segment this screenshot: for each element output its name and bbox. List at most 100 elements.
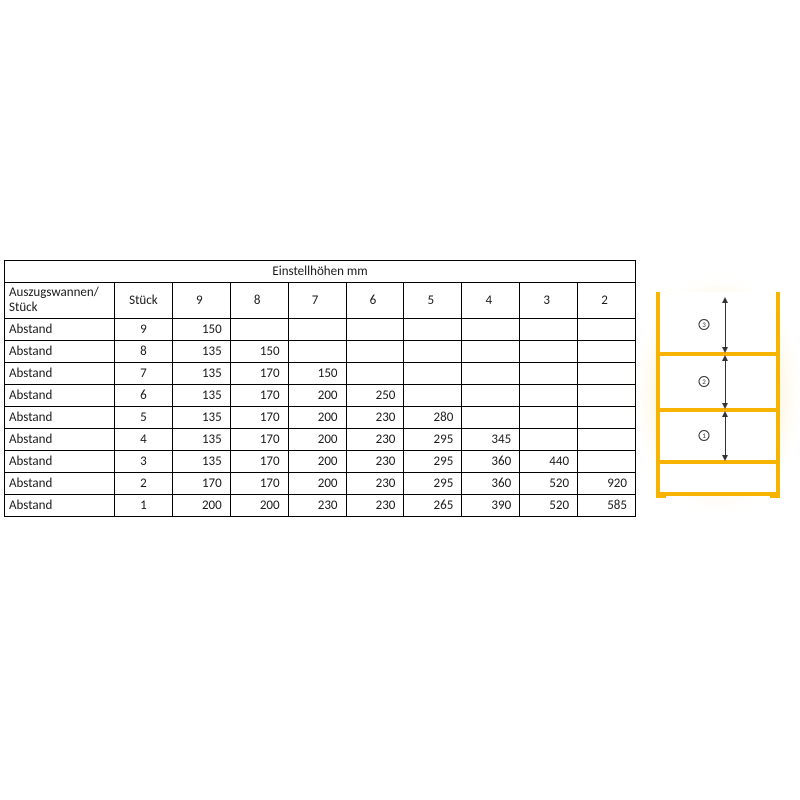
cell-value: 360 — [462, 473, 520, 495]
cell-value: 135 — [172, 385, 230, 407]
cabinet-foot-left — [656, 492, 666, 498]
cell-value: 295 — [404, 429, 462, 451]
cabinet-diagram: 321 — [648, 290, 788, 498]
cell-value: 135 — [172, 451, 230, 473]
cell-value: 265 — [404, 495, 462, 517]
cell-label: Abstand — [5, 473, 115, 495]
cell-label: Abstand — [5, 319, 115, 341]
cell-value — [288, 319, 346, 341]
cell-value: 585 — [578, 495, 636, 517]
cell-stuck: 4 — [114, 429, 172, 451]
cell-value: 150 — [230, 341, 288, 363]
hdr-rowlabel: Auszugswannen/ Stück — [5, 283, 115, 319]
cell-label: Abstand — [5, 341, 115, 363]
cell-value — [346, 319, 404, 341]
cell-value: 135 — [172, 341, 230, 363]
cell-value: 390 — [462, 495, 520, 517]
cell-value: 200 — [288, 385, 346, 407]
table-row: Abstand3135170200230295360440 — [5, 451, 636, 473]
cell-stuck: 2 — [114, 473, 172, 495]
cell-value: 230 — [288, 495, 346, 517]
cell-value: 150 — [172, 319, 230, 341]
cell-value: 520 — [520, 495, 578, 517]
cell-label: Abstand — [5, 407, 115, 429]
cell-stuck: 1 — [114, 495, 172, 517]
cell-value — [578, 407, 636, 429]
cell-label: Abstand — [5, 363, 115, 385]
cell-value: 295 — [404, 451, 462, 473]
cell-label: Abstand — [5, 429, 115, 451]
cell-value: 230 — [346, 407, 404, 429]
hdr-col-7: 2 — [578, 283, 636, 319]
cell-value — [404, 341, 462, 363]
table-title-row: Einstellhöhen mm — [5, 261, 636, 283]
cell-value: 170 — [230, 473, 288, 495]
hdr-stuck: Stück — [114, 283, 172, 319]
table-row: Abstand2170170200230295360520920 — [5, 473, 636, 495]
cell-value: 345 — [462, 429, 520, 451]
cell-value — [346, 341, 404, 363]
cell-value — [520, 429, 578, 451]
cell-value: 250 — [346, 385, 404, 407]
cell-value: 135 — [172, 429, 230, 451]
hdr-col-2: 7 — [288, 283, 346, 319]
cell-value: 295 — [404, 473, 462, 495]
cell-value: 200 — [288, 407, 346, 429]
cell-value — [520, 407, 578, 429]
shelf — [660, 460, 776, 464]
cell-value: 170 — [230, 385, 288, 407]
cell-value — [520, 385, 578, 407]
cell-value — [578, 341, 636, 363]
cell-value: 200 — [288, 473, 346, 495]
cell-value — [578, 363, 636, 385]
cell-value: 150 — [288, 363, 346, 385]
cell-value: 200 — [288, 429, 346, 451]
cell-label: Abstand — [5, 451, 115, 473]
cell-stuck: 6 — [114, 385, 172, 407]
cell-value: 135 — [172, 363, 230, 385]
cell-value: 170 — [172, 473, 230, 495]
table-row: Abstand5135170200230280 — [5, 407, 636, 429]
cell-stuck: 5 — [114, 407, 172, 429]
einstellhoehen-table: Einstellhöhen mm Auszugswannen/ Stück St… — [4, 260, 636, 517]
cell-value: 520 — [520, 473, 578, 495]
cell-value: 200 — [288, 451, 346, 473]
cell-value — [462, 385, 520, 407]
cell-stuck: 7 — [114, 363, 172, 385]
cell-value — [462, 407, 520, 429]
cell-value: 200 — [230, 495, 288, 517]
cell-value — [462, 319, 520, 341]
cell-stuck: 3 — [114, 451, 172, 473]
dimension-badge: 2 — [699, 376, 710, 387]
cell-value: 920 — [578, 473, 636, 495]
dimension-badge: 1 — [699, 430, 710, 441]
hdr-col-1: 8 — [230, 283, 288, 319]
cell-value — [578, 319, 636, 341]
cell-value — [462, 341, 520, 363]
cell-value: 230 — [346, 473, 404, 495]
table-header-row: Auszugswannen/ Stück Stück 9 8 7 6 5 4 3… — [5, 283, 636, 319]
table-row: Abstand8135150 — [5, 341, 636, 363]
cell-value: 360 — [462, 451, 520, 473]
cell-value: 230 — [346, 429, 404, 451]
cell-value — [404, 319, 462, 341]
cell-label: Abstand — [5, 385, 115, 407]
cell-value: 135 — [172, 407, 230, 429]
cell-value — [520, 341, 578, 363]
cell-label: Abstand — [5, 495, 115, 517]
cell-value — [462, 363, 520, 385]
cell-value: 170 — [230, 407, 288, 429]
table-row: Abstand7135170150 — [5, 363, 636, 385]
cell-value — [288, 341, 346, 363]
cell-value — [578, 451, 636, 473]
cell-value — [578, 385, 636, 407]
hdr-col-0: 9 — [172, 283, 230, 319]
cabinet-frame: 321 — [656, 292, 780, 496]
table-row: Abstand1200200230230265390520585 — [5, 495, 636, 517]
cell-value: 280 — [404, 407, 462, 429]
table-row: Abstand6135170200250 — [5, 385, 636, 407]
table-row: Abstand9150 — [5, 319, 636, 341]
cell-value: 170 — [230, 429, 288, 451]
cell-stuck: 8 — [114, 341, 172, 363]
cell-value: 170 — [230, 363, 288, 385]
